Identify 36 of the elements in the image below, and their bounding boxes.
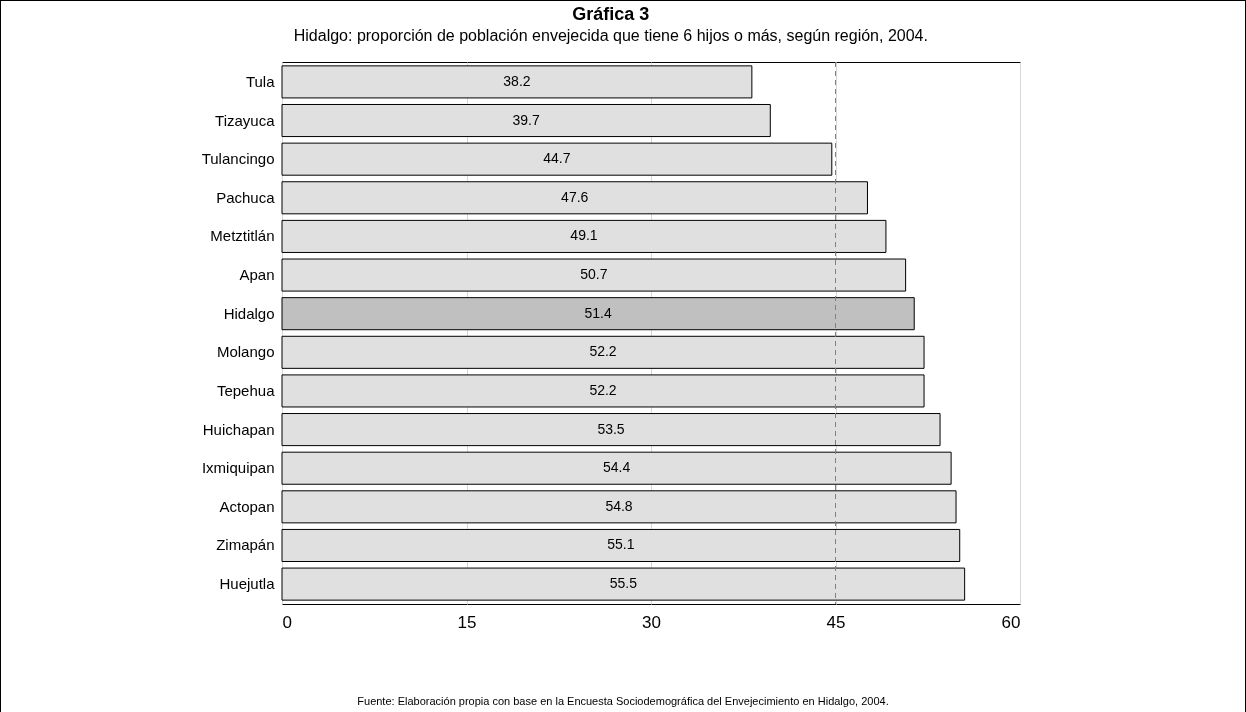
y-tick-label: Hidalgo	[223, 304, 275, 322]
data-label: 54.8	[605, 497, 633, 514]
data-label: 39.7	[512, 111, 540, 128]
y-tick-label: Tizayuca	[215, 111, 276, 129]
data-label: 47.6	[561, 188, 589, 205]
y-tick-label: Pachuca	[216, 188, 276, 206]
y-tick-label: Tepehua	[216, 381, 276, 399]
data-label: 55.1	[607, 536, 635, 553]
data-label: 49.1	[570, 227, 598, 244]
y-tick-label: Molango	[216, 343, 275, 361]
data-label: 51.4	[584, 304, 612, 321]
chart-subtitle: Hidalgo: proporción de población envejecida que tiene 6 hijos o más, según región, 2004.	[293, 26, 928, 44]
data-label: 55.5	[609, 575, 638, 592]
y-tick-label: Ixmiquipan	[201, 459, 275, 477]
data-label: 38.2	[503, 72, 531, 89]
y-tick-label: Huichapan	[202, 420, 275, 438]
x-tick-label: 15	[457, 612, 477, 632]
x-tick-label: 45	[826, 612, 846, 632]
source-note: Fuente: Elaboración propia con base en la Encuesta Sociodemográfica del Envejecimiento en Hidalgo, 2004.	[356, 695, 890, 707]
x-tick-label: 30	[642, 612, 661, 632]
data-label: 53.5	[597, 420, 625, 437]
chart-title: Gráfica 3	[572, 3, 650, 24]
y-tick-label: Tulancingo	[201, 150, 275, 168]
y-tick-label: Metztitlán	[210, 227, 275, 245]
data-label: 52.2	[589, 381, 617, 398]
y-tick-label: Actopan	[219, 497, 275, 515]
data-label: 50.7	[580, 266, 608, 283]
data-label: 44.7	[543, 150, 571, 167]
y-tick-label: Zimapán	[216, 536, 275, 554]
y-tick-label: Tula	[245, 72, 276, 90]
x-tick-label: 60	[1001, 612, 1021, 632]
x-tick-label: 0	[282, 612, 292, 632]
data-label: 54.4	[602, 459, 631, 476]
y-tick-label: Huejutla	[219, 575, 276, 593]
y-tick-label: Apan	[239, 266, 275, 284]
data-label: 52.2	[589, 343, 617, 360]
